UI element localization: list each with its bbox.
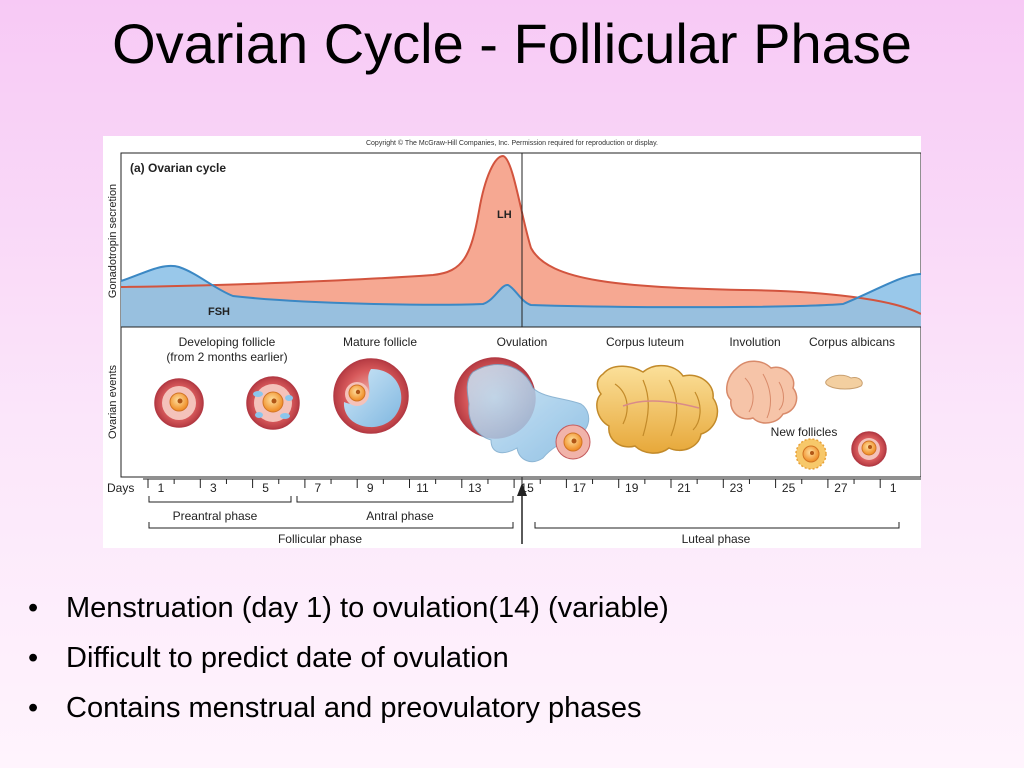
ovulating-follicle: [454, 357, 591, 463]
day-tick-label: 13: [468, 481, 482, 495]
follicular-bracket: [148, 522, 514, 529]
y-axis-label-events: Ovarian events: [107, 365, 119, 439]
secondary-follicle: [246, 376, 300, 430]
day-ticks: 1 3 5 7 9 11 13 15 17 19 21 23 25 27 1: [147, 479, 897, 495]
ovarian-cycle-figure: Copyright © The McGraw-Hill Companies, I…: [103, 136, 921, 548]
ovulation-arrow: [517, 483, 527, 544]
copyright-notice: Copyright © The McGraw-Hill Companies, I…: [366, 139, 658, 147]
label-corpus-luteum: Corpus luteum: [606, 335, 684, 349]
lh-label: LH: [497, 209, 512, 221]
lh-area: [121, 156, 921, 327]
day-tick-label: 19: [625, 481, 639, 495]
y-axis-label-secretion: Gonadotropin secretion: [107, 184, 119, 298]
involution-body: [725, 360, 798, 424]
corpus-albicans: [825, 374, 863, 390]
label-involution: Involution: [729, 335, 780, 349]
bullet-list: Menstruation (day 1) to ovulation(14) (v…: [28, 586, 669, 736]
day-tick-label: 27: [834, 481, 848, 495]
label-corpus-albicans: Corpus albicans: [809, 335, 895, 349]
day-tick-label: 7: [315, 481, 322, 495]
day-tick-label: 23: [730, 481, 744, 495]
panel-label: (a) Ovarian cycle: [130, 161, 226, 175]
new-follicle-large: [851, 431, 887, 467]
day-tick-label: 9: [367, 481, 374, 495]
day-tick-label: 1: [890, 481, 897, 495]
corpus-luteum: [596, 364, 719, 454]
label-new-follicles: New follicles: [771, 425, 838, 439]
preantral-bracket: [148, 496, 292, 503]
mature-follicle: [333, 358, 409, 434]
day-tick-label: 3: [210, 481, 217, 495]
lh-curve: [120, 154, 921, 315]
label-developing-follicle: Developing follicle: [179, 335, 276, 349]
antral-bracket: [296, 496, 514, 503]
label-preantral-phase: Preantral phase: [173, 509, 258, 523]
primary-follicle: [154, 378, 204, 428]
label-developing-follicle-sub: (from 2 months earlier): [166, 350, 287, 364]
label-ovulation: Ovulation: [497, 335, 548, 349]
ovarian-cycle-diagram: Copyright © The McGraw-Hill Companies, I…: [107, 139, 921, 546]
bullet-item: Contains menstrual and preovulatory phas…: [28, 686, 669, 736]
bullet-item: Difficult to predict date of ovulation: [28, 636, 669, 686]
day-tick-label: 11: [416, 481, 429, 495]
label-antral-phase: Antral phase: [366, 509, 434, 523]
fsh-label: FSH: [208, 306, 230, 318]
day-tick-label: 5: [262, 481, 269, 495]
day-tick-label: 1: [158, 481, 165, 495]
label-follicular-phase: Follicular phase: [278, 532, 362, 546]
label-luteal-phase: Luteal phase: [682, 532, 751, 546]
new-follicle-small: [795, 438, 827, 470]
day-tick-label: 21: [677, 481, 691, 495]
label-mature-follicle: Mature follicle: [343, 335, 417, 349]
slide-title: Ovarian Cycle - Follicular Phase: [112, 12, 912, 75]
day-tick-label: 17: [573, 481, 587, 495]
fsh-curve: [120, 264, 921, 309]
luteal-bracket: [534, 522, 900, 529]
fsh-area: [121, 265, 921, 327]
bullet-item: Menstruation (day 1) to ovulation(14) (v…: [28, 586, 669, 636]
days-axis-label: Days: [107, 481, 134, 495]
day-tick-label: 25: [782, 481, 796, 495]
